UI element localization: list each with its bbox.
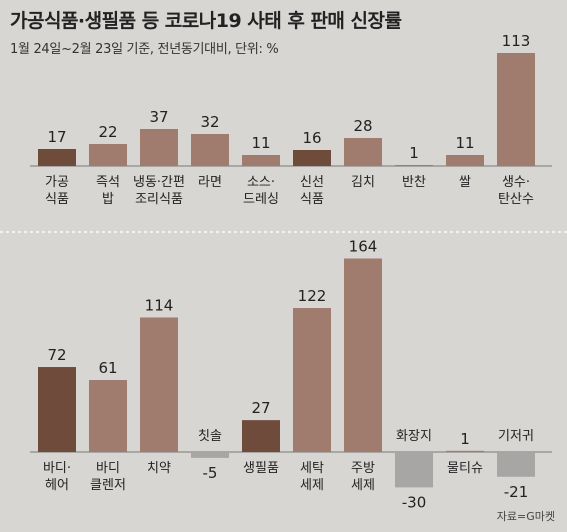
data-label: 1 <box>460 430 470 448</box>
data-label: 16 <box>302 129 321 147</box>
bar <box>344 258 382 452</box>
category-label: 헤어 <box>45 478 69 493</box>
category-label: 세제 <box>351 478 375 493</box>
category-label: 조리식품 <box>135 192 183 207</box>
data-label: 27 <box>251 399 270 417</box>
data-label: 32 <box>200 113 219 131</box>
chart-title: 가공식품·생필품 등 코로나19 사태 후 판매 신장률 <box>10 10 402 32</box>
category-label: 라면 <box>198 175 222 190</box>
category-label: 칫솔 <box>198 429 222 444</box>
category-label: 반찬 <box>402 175 426 190</box>
category-label: 주방 <box>351 461 375 476</box>
bar <box>191 134 229 166</box>
category-label: 드레싱 <box>243 192 279 207</box>
category-label: 치약 <box>147 461 171 476</box>
data-label: 113 <box>502 32 531 50</box>
data-label: 114 <box>145 296 174 314</box>
category-label: 바디 <box>96 461 120 476</box>
category-label: 화장지 <box>396 429 432 444</box>
bar <box>242 155 280 166</box>
bar <box>89 144 127 166</box>
bar <box>38 367 76 452</box>
data-label: 72 <box>47 346 66 364</box>
category-label: 즉석 <box>96 175 120 190</box>
bar <box>293 308 331 452</box>
data-label: 122 <box>298 287 327 305</box>
category-label: 소스· <box>247 175 275 190</box>
data-label: 61 <box>98 359 117 377</box>
bar <box>446 450 484 452</box>
data-label: 11 <box>455 134 474 152</box>
bar <box>497 452 535 477</box>
data-label: -5 <box>203 464 218 482</box>
category-label: 생수· <box>502 175 530 190</box>
category-label: 식품 <box>45 192 69 207</box>
category-label: 밥 <box>102 192 114 207</box>
bar <box>344 138 382 166</box>
bar <box>395 165 433 166</box>
category-label: 세탁 <box>300 461 324 476</box>
category-label: 쌀 <box>459 175 471 190</box>
bar <box>89 380 127 452</box>
data-label: -30 <box>402 493 427 511</box>
chart-subtitle: 1월 24일~2월 23일 기준, 전년동기대비, 단위: % <box>10 42 279 57</box>
data-label: 17 <box>47 128 66 146</box>
bar <box>446 155 484 166</box>
category-label: 식품 <box>300 192 324 207</box>
category-label: 김치 <box>351 175 375 190</box>
bar <box>191 452 229 458</box>
data-label: 1 <box>409 144 419 162</box>
category-label: 탄산수 <box>498 192 534 207</box>
bar <box>293 150 331 166</box>
bar <box>497 53 535 166</box>
category-label: 물티슈 <box>447 461 483 476</box>
bar <box>140 317 178 452</box>
bar <box>242 420 280 452</box>
data-label: 11 <box>251 134 270 152</box>
data-label: 164 <box>349 237 378 255</box>
bar <box>140 129 178 166</box>
category-label: 신선 <box>300 175 324 190</box>
data-label: 37 <box>149 108 168 126</box>
category-label: 생필품 <box>243 461 279 476</box>
bar <box>38 149 76 166</box>
category-label: 냉동·간편 <box>133 175 185 190</box>
category-label: 기저귀 <box>498 429 534 444</box>
bar <box>395 452 433 488</box>
data-label: -21 <box>504 483 529 501</box>
category-label: 클렌저 <box>90 478 126 493</box>
source-note: 자료=G마켓 <box>496 510 555 523</box>
data-label: 22 <box>98 123 117 141</box>
category-label: 가공 <box>45 175 69 190</box>
category-label: 바디· <box>43 461 71 476</box>
category-label: 세제 <box>300 478 324 493</box>
data-label: 28 <box>353 117 372 135</box>
